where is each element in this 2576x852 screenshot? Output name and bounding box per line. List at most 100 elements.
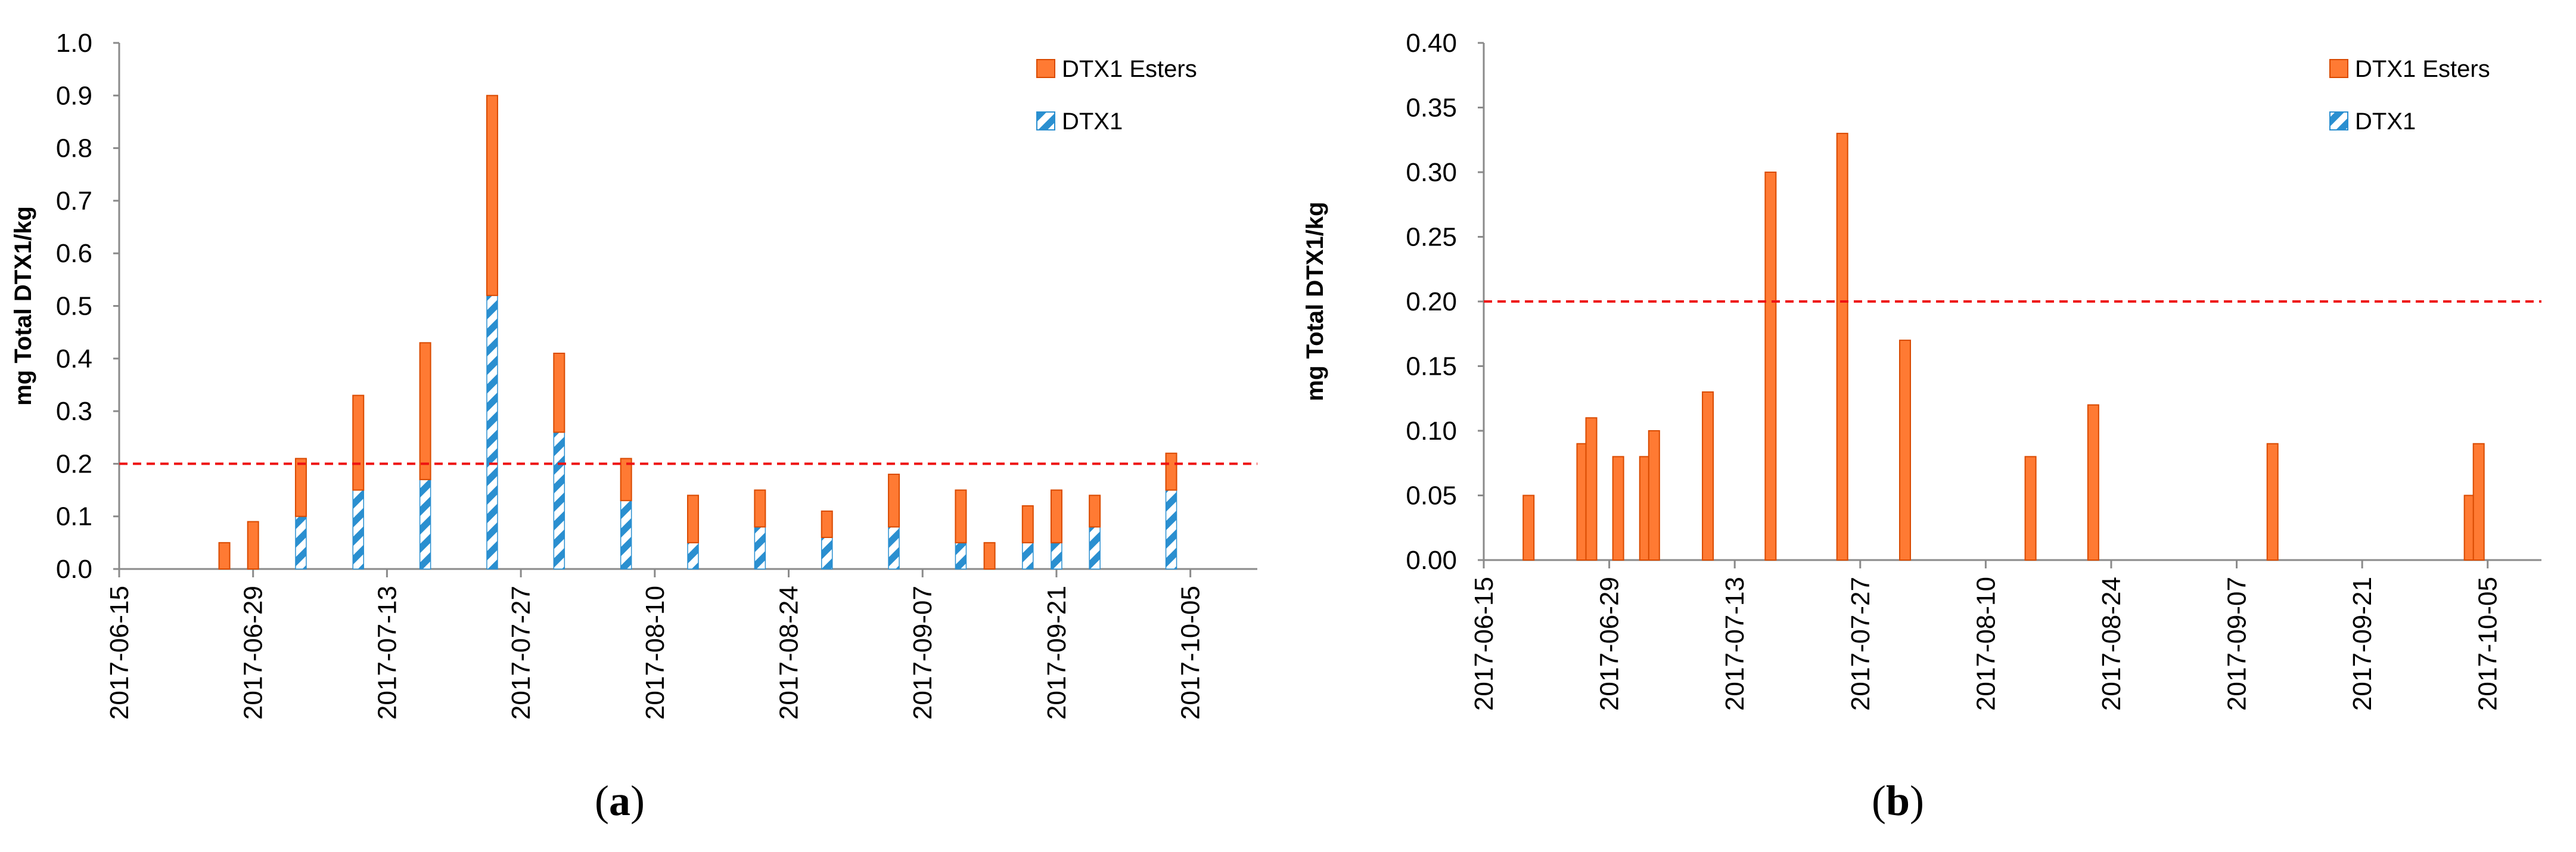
y-axis-title: mg Total DTX1/kg <box>1302 202 1328 402</box>
y-tick-label: 0.00 <box>1406 546 1457 575</box>
bar-dtx1-esters <box>2024 456 2037 561</box>
bar-dtx1-esters <box>486 95 498 296</box>
x-tick-label: 2017-09-07 <box>908 586 937 720</box>
y-tick-label: 0.05 <box>1406 481 1457 511</box>
x-tick-label: 2017-06-15 <box>105 586 134 720</box>
y-tick-label: 0.15 <box>1406 352 1457 381</box>
x-tick-label: 2017-09-21 <box>2348 577 2377 711</box>
y-tick-label: 0.35 <box>1406 94 1457 123</box>
legend-swatch-dtx1 <box>1036 111 1055 130</box>
bar-dtx1-esters <box>2472 443 2485 561</box>
legend-label: DTX1 <box>1062 108 1123 135</box>
bar-dtx1-esters <box>1021 505 1034 543</box>
bar-dtx1-esters <box>620 458 632 502</box>
bar-dtx1-esters <box>1836 132 1848 561</box>
x-tick-label: 2017-08-10 <box>641 586 670 720</box>
bar-dtx1-esters <box>247 521 259 570</box>
bar-dtx1-esters <box>1089 495 1101 528</box>
bar-dtx1-esters <box>754 489 766 528</box>
bar-dtx1 <box>821 537 833 570</box>
bar-dtx1-esters <box>1898 340 1911 561</box>
bar-dtx1-esters <box>1050 489 1062 543</box>
panel-caption: (b) <box>1872 777 1924 825</box>
x-tick-label: 2017-09-21 <box>1042 586 1071 720</box>
bar-dtx1 <box>553 431 565 570</box>
y-tick-label: 0.5 <box>56 292 92 321</box>
y-tick-label: 0.9 <box>56 81 92 110</box>
y-tick-label: 0.6 <box>56 239 92 268</box>
x-tick-label: 2017-06-15 <box>1469 577 1499 711</box>
bar-dtx1-esters <box>1165 452 1177 491</box>
bar-dtx1-esters <box>687 495 700 543</box>
bar-dtx1 <box>1051 542 1062 570</box>
chart-panel-b: 0.00 0.05 0.10 0.15 0.20 0.25 0.30 0.35 0.40 2017… <box>1302 29 2541 825</box>
bar-dtx1-esters <box>1764 172 1777 561</box>
y-tick-label: 0.4 <box>56 344 92 374</box>
y-tick-label: 0.10 <box>1406 416 1457 446</box>
bar-dtx1-esters <box>983 542 996 570</box>
legend-swatch-esters <box>1036 59 1055 78</box>
x-tick-label: 2017-07-13 <box>1720 577 1750 711</box>
bar-dtx1 <box>687 542 699 570</box>
bar-dtx1 <box>1022 542 1034 570</box>
legend-swatch-esters <box>2329 59 2348 78</box>
x-tick-label: 2017-07-13 <box>372 586 402 720</box>
bar-dtx1 <box>295 515 307 570</box>
panel-caption: (a) <box>595 777 645 825</box>
legend-swatch-dtx1 <box>2329 111 2348 130</box>
y-tick-label: 0.1 <box>56 502 92 531</box>
y-tick-label: 0.8 <box>56 134 92 163</box>
caption-close-paren: ) <box>630 777 645 825</box>
bar-dtx1-esters <box>1612 456 1624 561</box>
bar-dtx1-esters <box>1522 495 1535 561</box>
chart-panel-a: 0.0 0.1 0.2 0.3 0.4 0.5 0.6 0.7 0.8 0.9 1.0 2017-06… <box>10 29 1257 825</box>
bar-dtx1-esters <box>888 474 900 528</box>
caption-close-paren: ) <box>1910 777 1924 825</box>
x-tick-label: 2017-07-27 <box>507 586 536 720</box>
bar-dtx1-esters <box>1702 391 1714 561</box>
bar-dtx1-esters <box>1585 417 1598 561</box>
bar-dtx1-esters <box>2087 404 2099 561</box>
legend-label: DTX1 <box>2355 108 2416 135</box>
legend-label: DTX1 Esters <box>1062 56 1197 82</box>
bar-dtx1 <box>620 500 632 570</box>
x-tick-label: 2017-08-24 <box>2097 577 2126 711</box>
bar-dtx1 <box>352 489 365 570</box>
bar-dtx1 <box>1165 489 1177 570</box>
caption-letter: b <box>1886 777 1910 825</box>
bar-dtx1 <box>486 295 498 570</box>
y-tick-label: 0.20 <box>1406 287 1457 316</box>
x-tick-label: 2017-10-05 <box>1176 586 1205 720</box>
y-tick-label: 0.2 <box>56 449 92 478</box>
bar-dtx1 <box>754 526 766 570</box>
bar-dtx1-esters <box>419 342 431 480</box>
caption-letter: a <box>609 777 630 825</box>
bar-dtx1 <box>419 479 431 570</box>
legend-label: DTX1 Esters <box>2355 56 2490 82</box>
y-tick-label: 0.0 <box>56 555 92 584</box>
bar-dtx1-esters <box>1648 430 1660 561</box>
x-tick-label: 2017-06-29 <box>239 586 268 720</box>
caption-open-paren: ( <box>1872 777 1886 825</box>
y-tick-label: 0.30 <box>1406 158 1457 187</box>
y-tick-label: 0.40 <box>1406 29 1457 58</box>
bar-dtx1-esters <box>218 542 231 570</box>
bar-dtx1-esters <box>294 458 307 517</box>
bar-dtx1-esters <box>955 489 967 543</box>
bar-dtx1 <box>955 542 967 570</box>
bar-dtx1-esters <box>553 352 565 433</box>
caption-open-paren: ( <box>595 777 609 825</box>
x-tick-label: 2017-10-05 <box>2474 577 2503 711</box>
bar-dtx1-esters <box>2266 443 2279 561</box>
y-tick-label: 1.0 <box>56 29 92 58</box>
y-tick-label: 0.3 <box>56 397 92 426</box>
y-tick-label: 0.25 <box>1406 223 1457 252</box>
x-tick-label: 2017-08-24 <box>775 586 804 720</box>
x-tick-label: 2017-08-10 <box>1971 577 2000 711</box>
x-tick-label: 2017-06-29 <box>1595 577 1624 711</box>
x-tick-label: 2017-09-07 <box>2223 577 2252 711</box>
y-tick-label: 0.7 <box>56 186 92 216</box>
y-axis-title: mg Total DTX1/kg <box>10 206 36 406</box>
bar-dtx1-esters <box>352 394 365 491</box>
